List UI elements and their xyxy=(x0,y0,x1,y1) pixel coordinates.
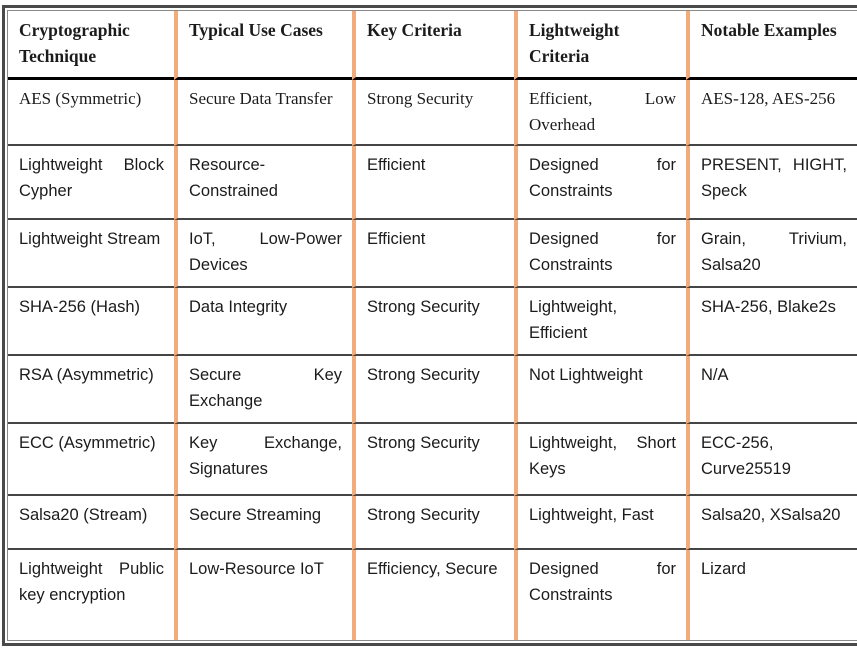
table-cell: Efficient xyxy=(352,146,514,220)
table-cell: Efficient xyxy=(352,220,514,288)
table-cell: Salsa20, XSalsa20 xyxy=(686,496,857,550)
table-cell: Lizard xyxy=(686,550,857,640)
table-cell: Strong Security xyxy=(352,356,514,424)
table-outer-frame: Cryptographic Technique Typical Use Case… xyxy=(2,5,857,646)
table-cell: PRESENT, HIGHT, Speck xyxy=(686,146,857,220)
table-cell: Data Integrity xyxy=(174,288,352,356)
header-notable-examples: Notable Examples xyxy=(686,11,857,80)
table-cell: SHA-256 (Hash) xyxy=(8,288,174,356)
table-cell: Strong Security xyxy=(352,80,514,146)
table-cell: ECC-256, Curve25519 xyxy=(686,424,857,496)
table-cell: Efficient, Low Overhead xyxy=(514,80,686,146)
table-cell: RSA (Asymmetric) xyxy=(8,356,174,424)
table-row-lightweight-stream: Lightweight Stream IoT, Low-Power Device… xyxy=(8,220,857,288)
table-row-rsa: RSA (Asymmetric) Secure Key Exchange Str… xyxy=(8,356,857,424)
table-cell: Lightweight, Fast xyxy=(514,496,686,550)
table-cell: Lightweight Stream xyxy=(8,220,174,288)
table-row-lightweight-block-cypher: Lightweight Block Cypher Resource-Constr… xyxy=(8,146,857,220)
header-lightweight-criteria: Lightweight Criteria xyxy=(514,11,686,80)
table-cell: Efficiency, Secure xyxy=(352,550,514,640)
table-row-ecc: ECC (Asymmetric) Key Exchange, Signature… xyxy=(8,424,857,496)
table-cell: IoT, Low-Power Devices xyxy=(174,220,352,288)
table-row-aes: AES (Symmetric) Secure Data Transfer Str… xyxy=(8,80,857,146)
table-header-row: Cryptographic Technique Typical Use Case… xyxy=(8,11,857,80)
table-cell: Designed for Constraints xyxy=(514,146,686,220)
table-cell: Strong Security xyxy=(352,424,514,496)
table-inner-frame: Cryptographic Technique Typical Use Case… xyxy=(7,10,857,641)
table-cell: Resource-Constrained xyxy=(174,146,352,220)
header-cryptographic-technique: Cryptographic Technique xyxy=(8,11,174,80)
table-cell: AES (Symmetric) xyxy=(8,80,174,146)
table-cell: Secure Data Transfer xyxy=(174,80,352,146)
table-cell: Lightweight, Short Keys xyxy=(514,424,686,496)
table-cell: Strong Security xyxy=(352,288,514,356)
table-cell: SHA-256, Blake2s xyxy=(686,288,857,356)
table-cell: Lightweight, Efficient xyxy=(514,288,686,356)
table-cell: Secure Streaming xyxy=(174,496,352,550)
table-cell: Strong Security xyxy=(352,496,514,550)
table-row-sha256: SHA-256 (Hash) Data Integrity Strong Sec… xyxy=(8,288,857,356)
table-cell: Key Exchange, Signatures xyxy=(174,424,352,496)
crypto-techniques-table: Cryptographic Technique Typical Use Case… xyxy=(8,11,857,640)
table-cell: Not Lightweight xyxy=(514,356,686,424)
table-cell: Grain, Trivium, Salsa20 xyxy=(686,220,857,288)
table-cell: Salsa20 (Stream) xyxy=(8,496,174,550)
table-cell: Lightweight Block Cypher xyxy=(8,146,174,220)
table-row-lightweight-public-key: Lightweight Public key encryption Low-Re… xyxy=(8,550,857,640)
table-row-salsa20: Salsa20 (Stream) Secure Streaming Strong… xyxy=(8,496,857,550)
table-cell: N/A xyxy=(686,356,857,424)
table-cell: Designed for Constraints xyxy=(514,220,686,288)
header-key-criteria: Key Criteria xyxy=(352,11,514,80)
table-cell: AES-128, AES-256 xyxy=(686,80,857,146)
header-typical-use-cases: Typical Use Cases xyxy=(174,11,352,80)
table-cell: Secure Key Exchange xyxy=(174,356,352,424)
table-cell: Lightweight Public key encryption xyxy=(19,560,164,604)
table-cell: Low-Resource IoT xyxy=(174,550,352,640)
table-cell: ECC (Asymmetric) xyxy=(8,424,174,496)
table-cell: Designed for Constraints xyxy=(514,550,686,640)
